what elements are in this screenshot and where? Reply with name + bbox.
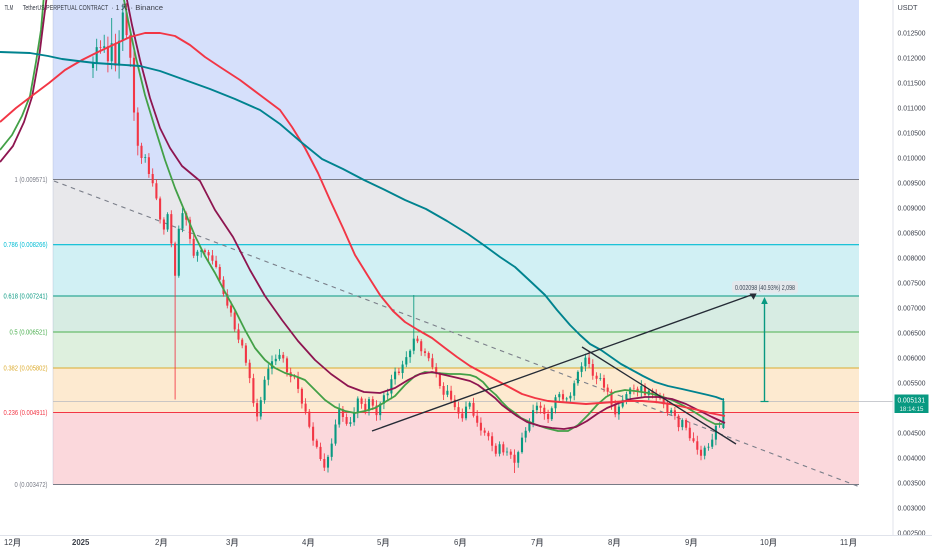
svg-text:· Binance: · Binance: [131, 5, 164, 12]
svg-text:3: 3: [226, 538, 230, 547]
svg-text:9: 9: [685, 538, 689, 547]
svg-text:2025: 2025: [72, 538, 90, 547]
svg-text:1 (0.009571): 1 (0.009571): [15, 177, 48, 184]
svg-text:0.002500: 0.002500: [898, 531, 926, 538]
svg-text:0.011000: 0.011000: [898, 106, 926, 113]
svg-text:8: 8: [608, 538, 612, 547]
svg-text:0.012000: 0.012000: [898, 56, 926, 63]
svg-text:0.006500: 0.006500: [898, 331, 926, 338]
svg-text:0.011500: 0.011500: [898, 81, 926, 88]
svg-text:0.236 (0.004911): 0.236 (0.004911): [4, 410, 48, 417]
svg-text:0.008000: 0.008000: [898, 256, 926, 263]
svg-text:11: 11: [840, 538, 848, 547]
svg-text:0.786 (0.008266): 0.786 (0.008266): [4, 242, 48, 249]
svg-text:0.003500: 0.003500: [898, 481, 926, 488]
svg-text:· 1: · 1: [112, 5, 120, 12]
svg-text:4: 4: [302, 538, 307, 547]
svg-text:0.5 (0.006521): 0.5 (0.006521): [10, 329, 48, 336]
svg-text:7: 7: [531, 538, 535, 547]
svg-text:6: 6: [454, 538, 458, 547]
svg-text:0.004000: 0.004000: [898, 456, 926, 463]
svg-text:2: 2: [155, 538, 159, 547]
svg-text:0.009000: 0.009000: [898, 206, 926, 213]
svg-text:0.010500: 0.010500: [898, 131, 926, 138]
svg-text:TetherUS PERPETUAL CONTRACT: TetherUS PERPETUAL CONTRACT: [23, 5, 109, 12]
svg-text:0.003000: 0.003000: [898, 506, 926, 513]
svg-text:0.009500: 0.009500: [898, 181, 926, 188]
svg-text:USDT: USDT: [898, 5, 919, 12]
svg-text:0.005131: 0.005131: [898, 398, 926, 405]
svg-text:0 (0.003472): 0 (0.003472): [15, 482, 48, 489]
svg-text:0.010000: 0.010000: [898, 156, 926, 163]
svg-text:0.008500: 0.008500: [898, 231, 926, 238]
svg-text:18:14:15: 18:14:15: [900, 406, 924, 413]
svg-text:5: 5: [377, 538, 382, 547]
svg-text:0.007500: 0.007500: [898, 281, 926, 288]
svg-text:0.618 (0.007241): 0.618 (0.007241): [4, 293, 48, 300]
svg-text:0.004500: 0.004500: [898, 431, 926, 438]
svg-text:0.012500: 0.012500: [898, 31, 926, 38]
svg-text:10: 10: [760, 538, 769, 547]
svg-text:12: 12: [4, 538, 13, 547]
svg-text:0.006000: 0.006000: [898, 356, 926, 363]
svg-text:0.005500: 0.005500: [898, 381, 926, 388]
svg-text:0.002098 (40.93%) 2,098: 0.002098 (40.93%) 2,098: [735, 285, 795, 292]
svg-text:0.007000: 0.007000: [898, 306, 926, 313]
svg-text:TLM: TLM: [5, 5, 14, 12]
svg-text:0.382 (0.005802): 0.382 (0.005802): [4, 365, 48, 372]
